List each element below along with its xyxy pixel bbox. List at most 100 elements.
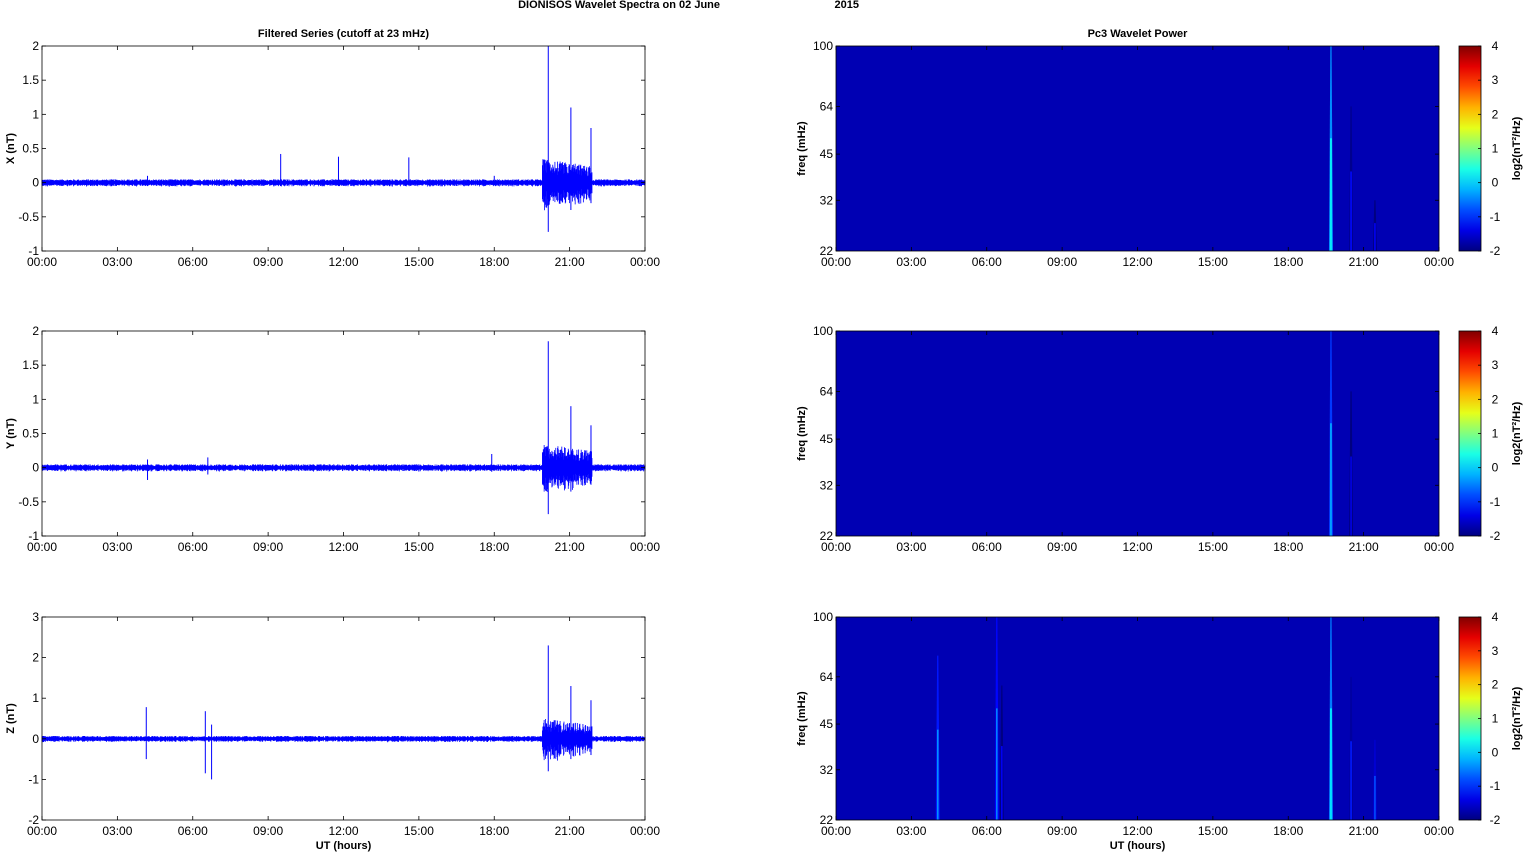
colorbar-tick-label: 0 <box>1492 461 1499 475</box>
x-tick-label: 09:00 <box>1047 540 1077 554</box>
colorbar-tick-label: 0 <box>1492 745 1499 759</box>
y-tick-label: -0.5 <box>18 495 39 509</box>
x-tick-label: 15:00 <box>404 255 434 269</box>
colorbar <box>1458 45 1482 252</box>
colorbar-tick-label: 4 <box>1492 324 1499 338</box>
y-tick-label: 0 <box>32 461 39 475</box>
x-tick-label: 03:00 <box>102 824 132 838</box>
chart-x: 00:00 03:00 06:00 09:00 12:00 15:00 18:00 21:00… <box>5 28 660 269</box>
y-tick-label: 2 <box>32 324 39 338</box>
x-tick-label: 15:00 <box>404 824 434 838</box>
plot-area <box>42 617 645 820</box>
colorbar-tick-label: 2 <box>1492 678 1499 692</box>
colorbar-tick-label: 3 <box>1492 644 1499 658</box>
y-tick-label: 45 <box>820 717 834 731</box>
y-axis-label: Y (nT) <box>5 418 17 449</box>
chart-title: Pc3 Wavelet Power <box>1088 28 1189 40</box>
x-tick-label: 06:00 <box>972 540 1002 554</box>
y-tick-label: 32 <box>820 478 834 492</box>
y-tick-label: 45 <box>820 432 834 446</box>
colorbar-tick-label: 1 <box>1492 427 1499 441</box>
chart-py: -2 -1 0 1 2 3 4 log2(nT²/Hz) 00:00 03:00 06:00 09:0… <box>796 324 1523 554</box>
x-tick-label: 00:00 <box>1424 824 1454 838</box>
y-tick-label: 0 <box>32 732 39 746</box>
y-tick-label: -1 <box>28 529 39 543</box>
y-tick-label: 45 <box>820 147 834 161</box>
colorbar-tick-label: 4 <box>1492 39 1499 53</box>
colorbar-tick-label: 1 <box>1492 142 1499 156</box>
x-tick-label: 21:00 <box>555 824 585 838</box>
x-tick-label: 09:00 <box>253 540 283 554</box>
colorbar-tick-label: 2 <box>1492 392 1499 406</box>
y-tick-label: 22 <box>820 244 834 258</box>
y-tick-label: 0.5 <box>22 427 39 441</box>
x-tick-label: 21:00 <box>1349 824 1379 838</box>
y-tick-label: 100 <box>813 610 833 624</box>
plot-area <box>42 331 645 536</box>
y-axis-label: freq (mHz) <box>796 121 808 176</box>
colorbar-tick-label: 0 <box>1492 176 1499 190</box>
colorbar-tick-label: -1 <box>1490 210 1501 224</box>
x-tick-label: 18:00 <box>479 255 509 269</box>
x-tick-label: 00:00 <box>821 824 851 838</box>
y-tick-label: 64 <box>820 99 834 113</box>
x-tick-label: 03:00 <box>102 255 132 269</box>
y-tick-label: 100 <box>813 324 833 338</box>
chart-z: 00:00 03:00 06:00 09:00 12:00 15:00 18:00 21:00… <box>5 610 660 852</box>
x-tick-label: 15:00 <box>1198 540 1228 554</box>
x-tick-label: 00:00 <box>821 255 851 269</box>
y-tick-label: 100 <box>813 39 833 53</box>
x-tick-label: 21:00 <box>555 255 585 269</box>
x-tick-label: 12:00 <box>328 255 358 269</box>
x-tick-label: 00:00 <box>1424 255 1454 269</box>
x-tick-label: 18:00 <box>1273 540 1303 554</box>
figure-title: DIONISOS Wavelet Spectra on 02 June <box>518 0 720 11</box>
colorbar <box>1458 616 1482 821</box>
y-tick-label: 32 <box>820 763 834 777</box>
colorbar-tick-label: 2 <box>1492 107 1499 121</box>
x-tick-label: 21:00 <box>555 540 585 554</box>
x-tick-label: 00:00 <box>1424 540 1454 554</box>
x-axis-label: UT (hours) <box>1110 840 1166 852</box>
x-tick-label: 18:00 <box>479 824 509 838</box>
colorbar-tick-label: -2 <box>1490 529 1501 543</box>
x-tick-label: 00:00 <box>630 255 660 269</box>
x-tick-label: 12:00 <box>1122 540 1152 554</box>
x-tick-label: 00:00 <box>630 540 660 554</box>
chart-px: -2 -1 0 1 2 3 4 log2(nT²/Hz) 00:00 03:00 06:00 09:0… <box>796 28 1523 269</box>
x-tick-label: 21:00 <box>1349 540 1379 554</box>
colorbar-tick-label: 3 <box>1492 73 1499 87</box>
y-axis-label: X (nT) <box>5 133 17 164</box>
y-tick-label: -1 <box>28 772 39 786</box>
colorbar-label: log2(nT²/Hz) <box>1511 686 1523 750</box>
y-tick-label: 1 <box>32 392 39 406</box>
x-tick-label: 06:00 <box>972 255 1002 269</box>
x-tick-label: 15:00 <box>1198 824 1228 838</box>
x-tick-label: 06:00 <box>178 824 208 838</box>
y-tick-label: -0.5 <box>18 210 39 224</box>
x-tick-label: 21:00 <box>1349 255 1379 269</box>
x-tick-label: 00:00 <box>821 540 851 554</box>
y-tick-label: 22 <box>820 529 834 543</box>
y-tick-label: 32 <box>820 193 834 207</box>
y-tick-label: -2 <box>28 813 39 827</box>
heatmap-background <box>836 46 1439 251</box>
colorbar-tick-label: -1 <box>1490 779 1501 793</box>
chart-pz: -2 -1 0 1 2 3 4 log2(nT²/Hz) 00:00 03:00 06:00 09:0… <box>796 610 1523 852</box>
y-axis-label: freq (mHz) <box>796 691 808 746</box>
colorbar-tick-label: -2 <box>1490 244 1501 258</box>
y-tick-label: 64 <box>820 670 834 684</box>
x-tick-label: 09:00 <box>253 824 283 838</box>
x-tick-label: 12:00 <box>328 540 358 554</box>
y-tick-label: 2 <box>32 651 39 665</box>
x-axis-label: UT (hours) <box>316 840 372 852</box>
y-tick-label: 3 <box>32 610 39 624</box>
x-tick-label: 09:00 <box>1047 824 1077 838</box>
x-tick-label: 06:00 <box>178 540 208 554</box>
colorbar <box>1458 330 1482 537</box>
x-tick-label: 18:00 <box>1273 824 1303 838</box>
y-axis-label: freq (mHz) <box>796 406 808 461</box>
colorbar-label: log2(nT²/Hz) <box>1511 116 1523 180</box>
x-tick-label: 09:00 <box>1047 255 1077 269</box>
